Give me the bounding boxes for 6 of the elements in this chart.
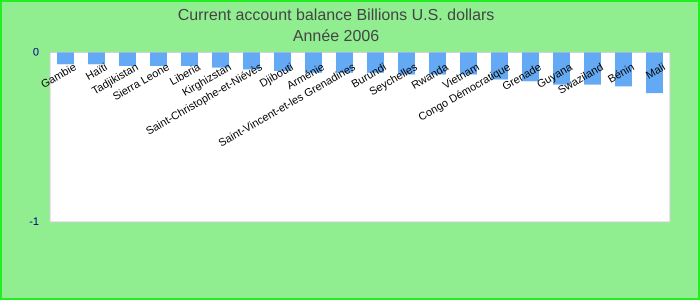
chart-title: Current account balance Billions U.S. dollars (178, 7, 494, 24)
y-tick-label: -1 (29, 216, 39, 228)
x-tick-label: Mali (644, 61, 668, 82)
x-tick-label: Bénin (606, 61, 637, 86)
chart-subtitle: Année 2006 (292, 28, 380, 46)
y-tick-label: 0 (32, 46, 39, 58)
